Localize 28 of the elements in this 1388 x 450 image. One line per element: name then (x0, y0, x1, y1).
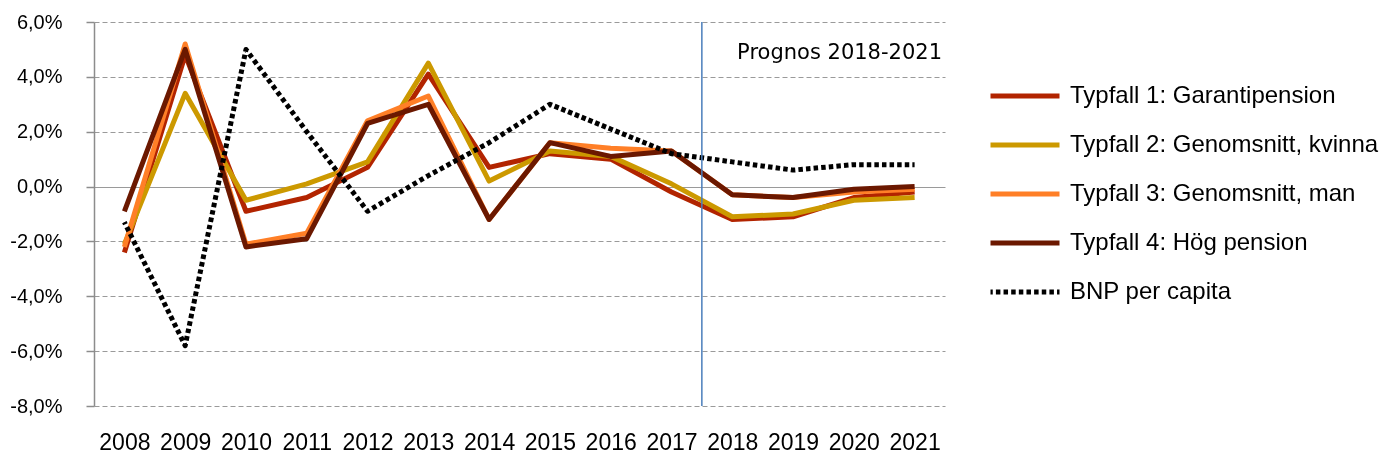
x-tick-label: 2009 (160, 428, 212, 450)
x-tick-label: 2016 (585, 428, 637, 450)
x-tick-label: 2012 (342, 428, 394, 450)
y-tick-label: 2,0% (16, 120, 63, 143)
y-tick-label: -8,0% (10, 394, 63, 417)
x-tick-label: 2011 (282, 428, 332, 450)
x-tick-label: 2008 (99, 428, 151, 450)
x-tick-label: 2014 (464, 428, 516, 450)
x-tick-label: 2015 (524, 428, 576, 450)
x-tick-label: 2018 (707, 428, 759, 450)
y-tick-label: 0,0% (16, 175, 63, 198)
x-tick-label: 2017 (646, 428, 698, 450)
x-tick-label: 2010 (220, 428, 273, 450)
legend-label: Typfall 4: Hög pension (1070, 228, 1308, 255)
y-tick-label: -4,0% (10, 284, 63, 307)
legend-label: Typfall 2: Genomsnitt, kvinna (1070, 130, 1379, 157)
legend-label: BNP per capita (1070, 277, 1232, 304)
annotation: Prognos 2018-2021 (737, 40, 942, 64)
x-tick-label: 2021 (889, 428, 941, 450)
y-tick-label: -6,0% (10, 339, 63, 362)
y-tick-label: 4,0% (16, 65, 63, 88)
y-tick-label: 6,0% (16, 10, 63, 33)
x-tick-label: 2013 (403, 428, 455, 450)
legend-label: Typfall 3: Genomsnitt, man (1070, 179, 1356, 206)
y-tick-label: -2,0% (10, 229, 63, 252)
legend-label: Typfall 1: Garantipension (1070, 81, 1336, 108)
x-tick-label: 2020 (828, 428, 880, 450)
x-tick-label: 2019 (767, 428, 820, 450)
